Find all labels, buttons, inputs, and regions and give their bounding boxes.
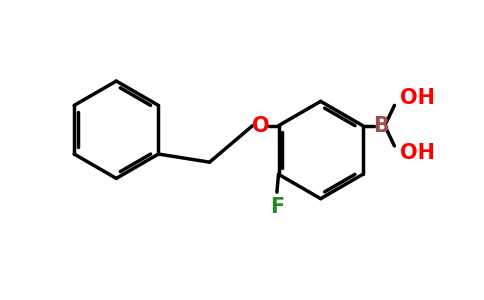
Text: O: O [252,116,270,136]
Text: F: F [270,197,284,217]
Text: B: B [373,116,389,136]
Text: OH: OH [400,143,435,163]
Text: OH: OH [400,88,435,108]
